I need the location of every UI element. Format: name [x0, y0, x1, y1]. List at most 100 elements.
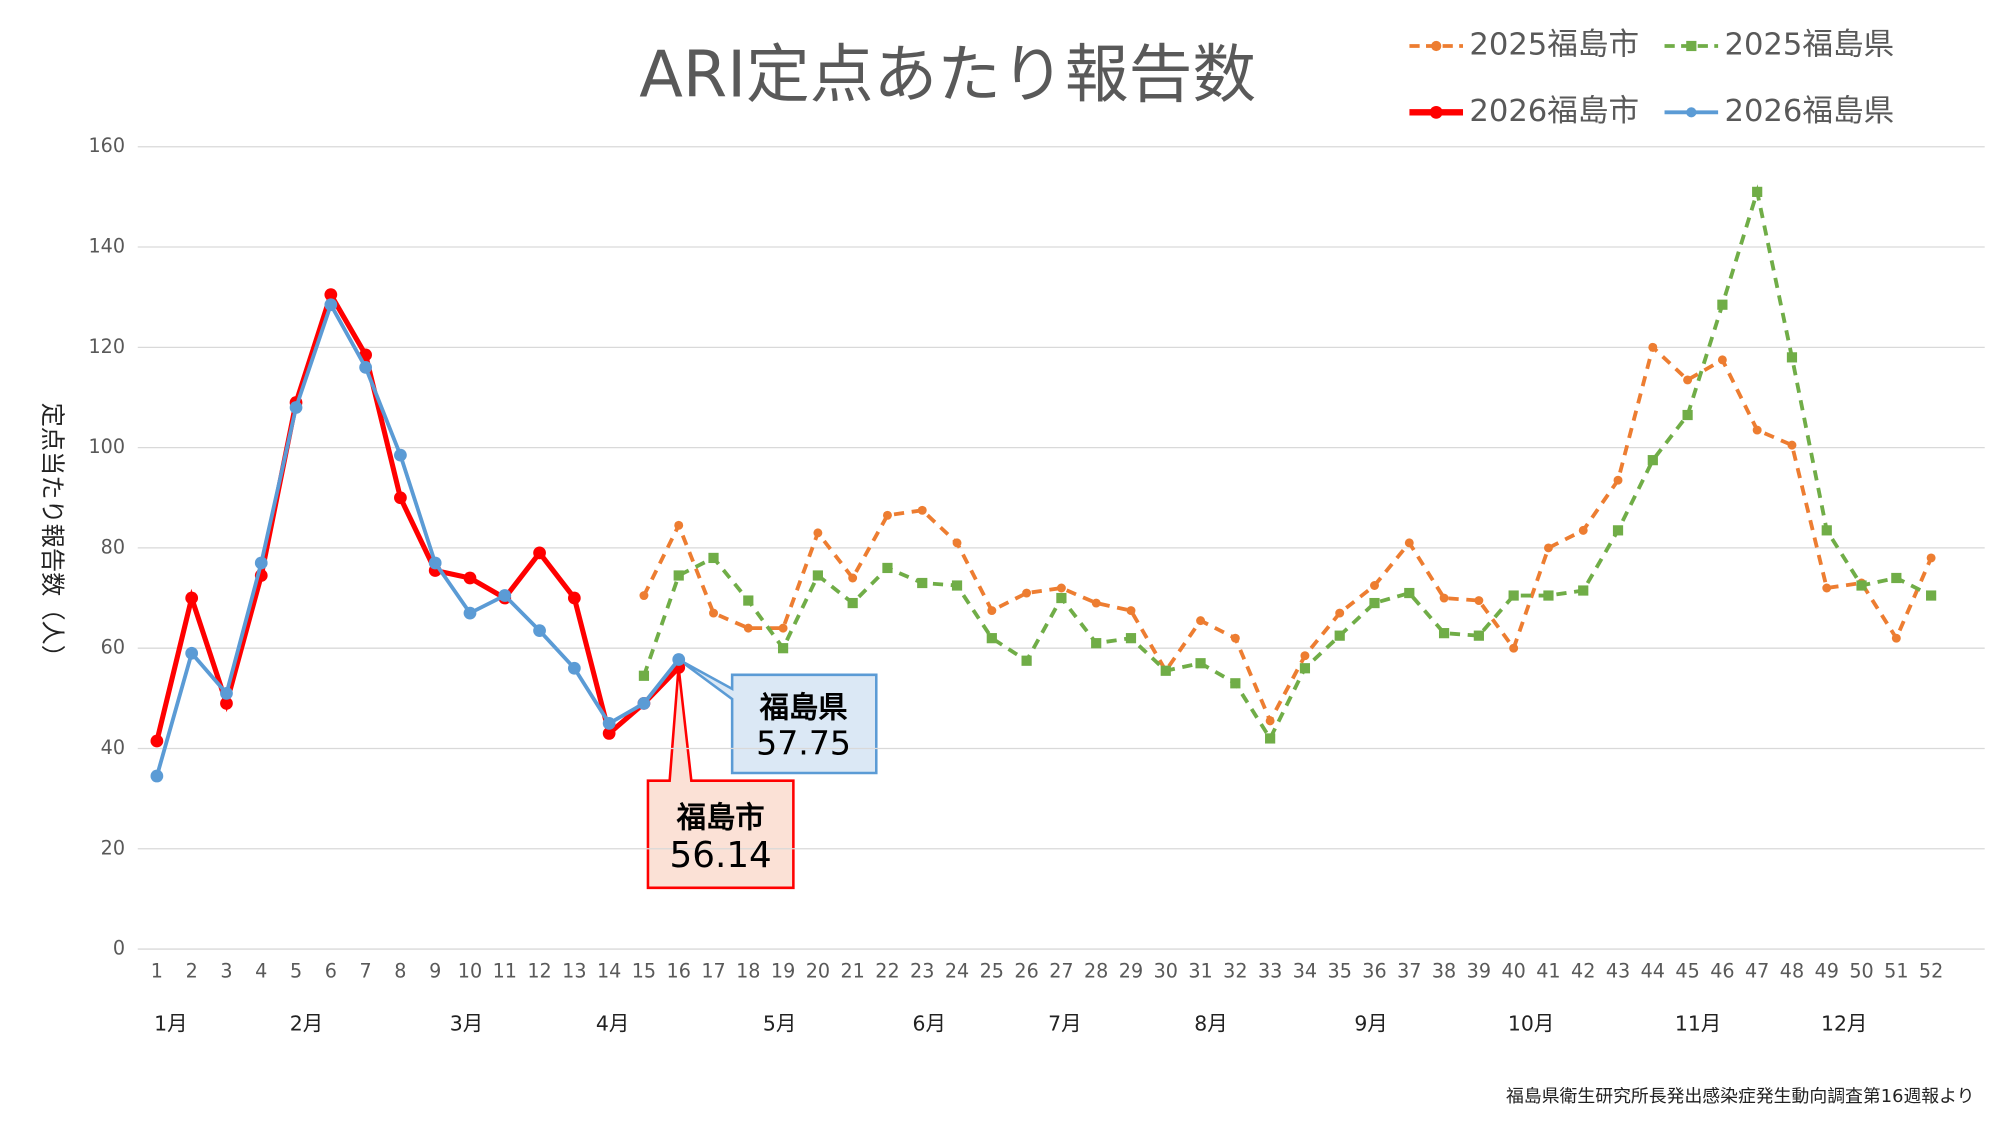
point [1056, 583, 1066, 593]
callout-box [677, 658, 878, 775]
point [777, 643, 789, 654]
x-tick-label: 44 [1641, 960, 1665, 983]
point [778, 623, 788, 633]
point [185, 646, 199, 660]
month-label: 3月 [450, 1011, 483, 1035]
x-tick-label: 48 [1780, 960, 1804, 983]
x-tick-label: 41 [1536, 960, 1560, 983]
point [1265, 716, 1275, 726]
point [394, 448, 407, 462]
x-tick-label: 9 [429, 960, 441, 983]
point [1160, 665, 1171, 676]
x-tick-label: 16 [667, 960, 691, 983]
point [1612, 525, 1624, 536]
chart-title: ARI定点あたり報告数 [639, 39, 1256, 113]
x-tick-label: 20 [806, 960, 830, 983]
x-tick-label: 18 [736, 960, 760, 983]
callout-value: 57.75 [756, 723, 851, 762]
point [1335, 608, 1345, 618]
x-tick-label: 37 [1397, 960, 1421, 983]
point [1509, 643, 1519, 653]
y-tick-label: 0 [113, 937, 125, 960]
point [567, 591, 581, 605]
x-tick-label: 2 [186, 960, 198, 983]
x-tick-label: 43 [1606, 960, 1630, 983]
legend-label: 2025福島県 [1724, 27, 1894, 62]
month-label: 10月 [1508, 1011, 1554, 1035]
x-tick-label: 17 [701, 960, 725, 983]
point [1370, 581, 1379, 590]
x-tick-label: 7 [360, 960, 372, 983]
month-label: 9月 [1354, 1011, 1387, 1035]
point [533, 624, 546, 638]
point [1926, 590, 1937, 601]
point [1091, 598, 1101, 608]
x-tick-label: 40 [1501, 960, 1525, 983]
point [324, 298, 338, 312]
legend-marker [1686, 107, 1697, 118]
month-label: 7月 [1048, 1011, 1081, 1035]
point [463, 571, 477, 585]
x-tick-label: 13 [562, 960, 586, 983]
x-tick-label: 36 [1362, 960, 1386, 983]
x-tick-label: 1 [151, 960, 163, 983]
point [1647, 455, 1658, 466]
y-tick-label: 20 [101, 836, 125, 859]
x-tick-label: 42 [1571, 960, 1595, 983]
point [1508, 590, 1519, 601]
x-tick-label: 29 [1119, 960, 1143, 983]
month-label: 5月 [763, 1011, 796, 1035]
point [672, 653, 686, 666]
point [150, 769, 164, 783]
y-tick-label: 40 [101, 736, 125, 759]
point [1299, 663, 1311, 674]
point [987, 606, 997, 616]
x-tick-label: 23 [910, 960, 934, 983]
x-tick-label: 32 [1223, 960, 1247, 983]
series-line [642, 184, 1932, 743]
x-tick-label: 19 [771, 960, 795, 983]
point [1786, 352, 1798, 363]
point [1300, 651, 1310, 661]
y-tick-label: 140 [88, 235, 125, 258]
point [638, 670, 650, 681]
x-tick-label: 38 [1432, 960, 1456, 983]
series-line [155, 299, 681, 777]
month-label: 4月 [596, 1011, 629, 1035]
y-axis-title: 定点当たり報告数（人） [38, 403, 66, 669]
point [812, 570, 823, 581]
point [1021, 655, 1032, 666]
point [1404, 587, 1415, 599]
point [1473, 630, 1484, 641]
x-tick-label: 51 [1884, 960, 1908, 983]
x-tick-label: 47 [1745, 960, 1769, 983]
x-tick-label: 5 [290, 960, 302, 983]
y-tick-label: 100 [88, 435, 125, 458]
point [498, 589, 512, 602]
point [708, 552, 719, 564]
point [1230, 678, 1241, 689]
point [602, 727, 616, 740]
point [1265, 733, 1276, 744]
point [1926, 553, 1936, 563]
x-tick-label: 26 [1014, 960, 1038, 983]
point [1022, 588, 1032, 598]
x-tick-label: 33 [1258, 960, 1282, 983]
x-tick-label: 35 [1328, 960, 1352, 983]
point [1822, 583, 1832, 593]
x-tick-label: 25 [980, 960, 1004, 983]
point [1230, 633, 1240, 643]
x-tick-label: 50 [1849, 960, 1873, 983]
legend-marker [1686, 40, 1697, 52]
series-line [154, 288, 681, 742]
x-tick-label: 12 [527, 960, 551, 983]
point [602, 717, 616, 730]
point [533, 546, 546, 560]
point [1821, 525, 1832, 536]
month-label: 11月 [1675, 1011, 1721, 1035]
x-tick-label: 8 [394, 960, 406, 983]
point [1683, 375, 1693, 385]
callout-label: 福島市 [676, 800, 765, 834]
point [359, 361, 372, 374]
point [743, 595, 754, 606]
